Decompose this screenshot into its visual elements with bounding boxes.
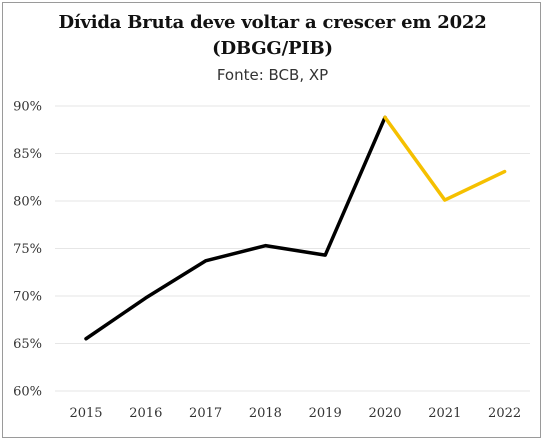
chart-subtitle: Fonte: BCB, XP bbox=[216, 66, 329, 84]
chart-title-line1: Dívida Bruta deve voltar a crescer em 20… bbox=[58, 12, 487, 33]
series-line-projection bbox=[383, 115, 507, 202]
y-tick-label: 85% bbox=[13, 147, 42, 162]
y-tick-label: 65% bbox=[13, 337, 42, 352]
y-tick-label: 80% bbox=[13, 195, 42, 210]
y-tick-label: 75% bbox=[13, 242, 42, 257]
y-tick-label: 60% bbox=[13, 385, 42, 400]
x-tick-label: 2015 bbox=[69, 406, 102, 421]
x-tick-label: 2022 bbox=[488, 406, 521, 421]
x-tick-label: 2018 bbox=[249, 406, 282, 421]
chart-frame bbox=[2, 2, 541, 438]
y-tick-label: 70% bbox=[13, 290, 42, 305]
x-tick-label: 2017 bbox=[189, 406, 222, 421]
x-tick-label: 2019 bbox=[309, 406, 342, 421]
series-lines bbox=[84, 115, 507, 341]
x-tick-label: 2016 bbox=[129, 406, 162, 421]
y-axis-ticks: 60% 65% 70% 75% 80% 85% 90% bbox=[13, 100, 42, 400]
chart-title-line2: (DBGG/PIB) bbox=[212, 38, 333, 59]
x-tick-label: 2021 bbox=[428, 406, 461, 421]
x-axis-ticks: 2015 2016 2017 2018 2019 2020 2021 2022 bbox=[69, 406, 521, 421]
series-line-historical bbox=[84, 115, 387, 341]
y-tick-label: 90% bbox=[13, 100, 42, 115]
x-tick-label: 2020 bbox=[368, 406, 401, 421]
